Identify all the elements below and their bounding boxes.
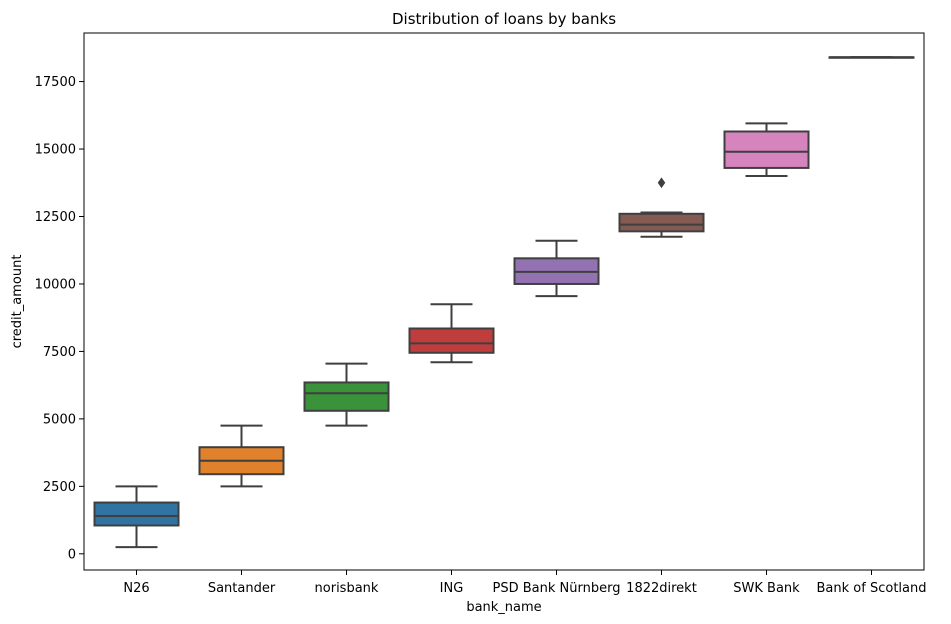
iqr-box bbox=[723, 130, 810, 169]
iqr-box bbox=[303, 381, 390, 412]
box-7 bbox=[723, 122, 810, 178]
chart-title: Distribution of loans by banks bbox=[392, 10, 616, 28]
box-group bbox=[93, 56, 915, 549]
y-tick-label: 7500 bbox=[43, 345, 76, 360]
box-3 bbox=[303, 362, 390, 427]
box-4 bbox=[408, 303, 495, 364]
box-2 bbox=[198, 424, 285, 488]
x-tick-label: 1822direkt bbox=[626, 581, 697, 596]
x-axis: N26 Santander norisbank ING PSD Bank Nürnber… bbox=[123, 570, 926, 596]
x-axis-label: bank_name bbox=[466, 600, 541, 615]
box-6 bbox=[618, 177, 705, 238]
x-tick-label: Santander bbox=[208, 581, 276, 596]
y-tick-label: 12500 bbox=[35, 210, 76, 225]
iqr-box bbox=[408, 327, 495, 354]
x-tick-label: PSD Bank Nürnberg bbox=[493, 581, 621, 596]
x-tick-label: SWK Bank bbox=[733, 581, 800, 596]
box-1 bbox=[93, 485, 180, 549]
x-tick-label: N26 bbox=[123, 581, 149, 596]
y-axis: 0 2500 5000 7500 10000 12500 15000 17500 bbox=[35, 75, 84, 562]
x-tick-label: Bank of Scotland bbox=[817, 581, 927, 596]
x-tick-label: ING bbox=[440, 581, 464, 596]
y-tick-label: 0 bbox=[68, 547, 76, 562]
box-8 bbox=[828, 56, 915, 59]
y-tick-label: 2500 bbox=[43, 480, 76, 495]
y-tick-label: 10000 bbox=[35, 277, 76, 292]
iqr-box bbox=[618, 212, 705, 233]
outlier-point bbox=[657, 177, 666, 189]
y-tick-label: 17500 bbox=[35, 75, 76, 90]
y-axis-label: credit_amount bbox=[10, 255, 25, 349]
y-tick-label: 5000 bbox=[43, 412, 76, 427]
box-5 bbox=[513, 239, 600, 298]
x-tick-label: norisbank bbox=[315, 581, 379, 596]
y-tick-label: 15000 bbox=[35, 143, 76, 158]
iqr-box bbox=[93, 501, 180, 527]
plot-frame bbox=[83, 32, 925, 571]
